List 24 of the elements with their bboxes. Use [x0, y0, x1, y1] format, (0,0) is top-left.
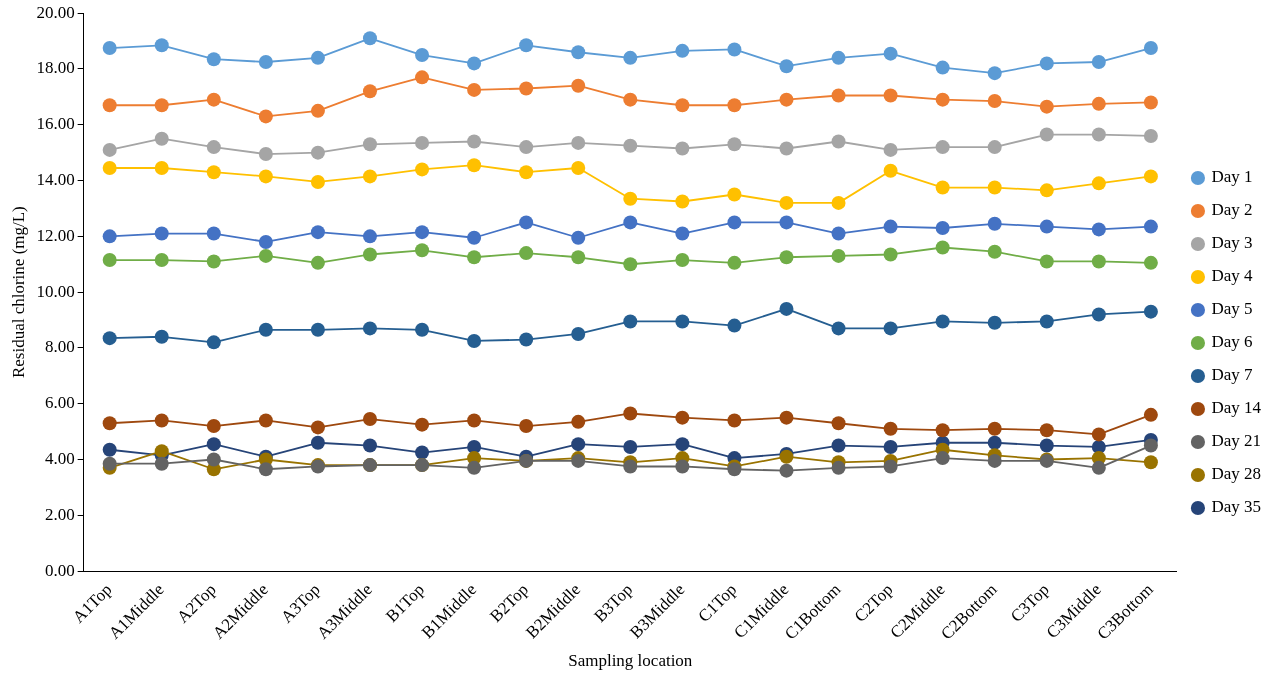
legend-label: Day 28 — [1211, 464, 1262, 484]
legend-label: Day 2 — [1211, 200, 1253, 220]
y-tick-label: 8.00 — [44, 337, 75, 357]
legend-label: Day 3 — [1211, 233, 1253, 253]
y-tick-label: 4.00 — [44, 448, 75, 468]
legend-label: Day 6 — [1211, 332, 1253, 352]
y-tick-label: 14.00 — [36, 170, 75, 190]
y-tick-label: 18.00 — [36, 58, 75, 78]
y-tick-label: 0.00 — [44, 560, 75, 580]
y-tick-label: 2.00 — [44, 504, 75, 524]
y-axis-title: Residual chlorine (mg/L) — [8, 206, 28, 379]
y-tick-label: 6.00 — [44, 393, 75, 413]
legend-label: Day 35 — [1211, 497, 1262, 517]
legend-label: Day 5 — [1211, 299, 1253, 319]
legend-label: Day 14 — [1211, 398, 1262, 418]
y-tick-label: 16.00 — [36, 114, 75, 134]
legend-label: Day 1 — [1211, 167, 1253, 187]
y-tick-label: 10.00 — [36, 281, 75, 301]
legend-label: Day 4 — [1211, 266, 1253, 286]
y-tick-label: 12.00 — [36, 225, 75, 245]
x-axis-title: Sampling location — [568, 651, 693, 671]
legend-label: Day 21 — [1211, 431, 1262, 451]
y-tick-label: 20.00 — [36, 2, 75, 22]
legend-label: Day 7 — [1211, 365, 1253, 385]
